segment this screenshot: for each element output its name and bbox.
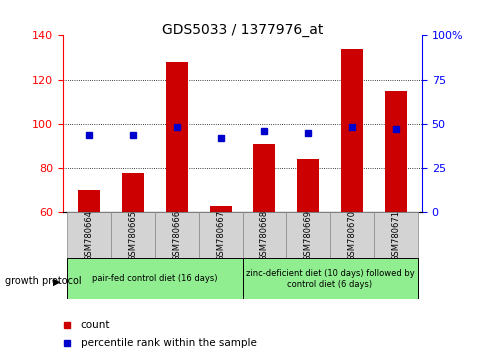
Text: growth protocol: growth protocol: [5, 276, 81, 286]
Text: GSM780665: GSM780665: [128, 210, 137, 261]
Text: pair-fed control diet (16 days): pair-fed control diet (16 days): [92, 274, 217, 283]
Bar: [166, 62, 187, 212]
Bar: [78, 190, 100, 212]
Bar: [155, 212, 198, 258]
Text: GSM780669: GSM780669: [303, 210, 312, 261]
Bar: [286, 212, 329, 258]
Bar: [373, 212, 417, 258]
Bar: [111, 212, 155, 258]
Text: GSM780667: GSM780667: [216, 210, 225, 261]
Text: GSM780666: GSM780666: [172, 210, 181, 261]
Text: GDS5033 / 1377976_at: GDS5033 / 1377976_at: [162, 23, 322, 37]
Bar: [384, 91, 406, 212]
Text: percentile rank within the sample: percentile rank within the sample: [80, 338, 256, 348]
Bar: [209, 206, 231, 212]
Text: GSM780664: GSM780664: [85, 210, 93, 261]
Text: ▶: ▶: [53, 276, 60, 286]
Bar: [329, 212, 373, 258]
Text: GSM780671: GSM780671: [391, 210, 399, 261]
Text: count: count: [80, 320, 110, 330]
Text: GSM780668: GSM780668: [259, 210, 268, 261]
Text: GSM780670: GSM780670: [347, 210, 356, 261]
Bar: [253, 144, 275, 212]
Bar: [297, 159, 318, 212]
Bar: [242, 258, 417, 299]
Bar: [67, 212, 111, 258]
Bar: [122, 172, 144, 212]
Text: zinc-deficient diet (10 days) followed by
control diet (6 days): zinc-deficient diet (10 days) followed b…: [245, 269, 413, 289]
Bar: [198, 212, 242, 258]
Bar: [340, 48, 362, 212]
Bar: [67, 258, 242, 299]
Bar: [242, 212, 286, 258]
